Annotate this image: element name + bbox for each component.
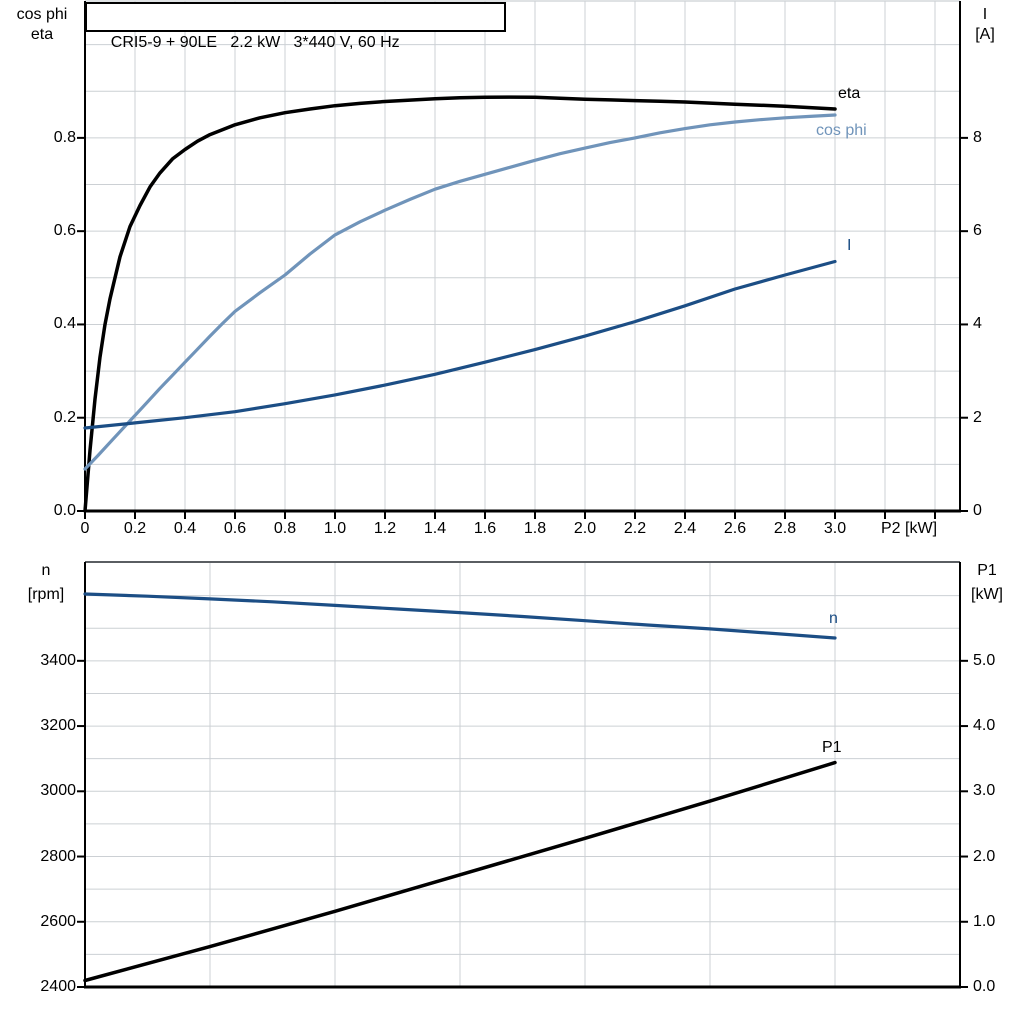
tick-label: 3000 [40,782,76,800]
tick-label: 1.0 [973,912,996,930]
tick-label: 2600 [40,912,76,930]
bottom-left-axis-name-line2: [rpm] [27,586,65,603]
bottom-right-axis-name-line1: P1 [977,562,997,579]
tick-label: 2.0 [573,520,597,537]
tick-label: 2 [973,408,982,426]
tick-label: 1.8 [523,520,547,537]
chart-title-box: CRI5-9 + 90LE 2.2 kW 3*440 V, 60 Hz [85,2,506,51]
tick-label: 2400 [40,978,76,995]
tick-label: 8 [973,128,982,146]
tick-label: 0.6 [223,520,247,537]
tick-label: 0.0 [53,502,76,519]
tick-label: 0.4 [53,315,76,333]
series-curve-eta [83,95,837,513]
tick-label: 1.6 [473,520,497,537]
curve-label-input-power: P1 [822,739,842,756]
tick-label: 0.8 [273,520,297,537]
tick-label: 3.0 [823,520,847,537]
series-curve-I [83,259,837,430]
tick-label: 2800 [40,847,76,865]
tick-label: 0 [80,520,90,537]
tick-label: 0 [973,502,982,519]
curve-label-speed: n [829,610,838,627]
tick-label: 0.2 [53,408,76,426]
chart-title: CRI5-9 + 90LE 2.2 kW 3*440 V, 60 Hz [110,34,400,51]
curve-label-cos-phi: cos phi [816,122,867,139]
tick-label: 1.4 [423,520,447,537]
top-right-axis-name-line2: [A] [975,26,995,43]
curve-label-eta: eta [838,85,861,102]
tick-label: 1.0 [323,520,347,537]
tick-label: 4 [973,315,982,333]
tick-label: 0.6 [53,222,76,240]
tick-label: 0.4 [173,520,197,537]
tick-label: 0.0 [973,978,996,995]
bottom-right-axis-name-line2: [kW] [971,586,1003,603]
tick-label: 5.0 [973,651,996,669]
tick-label: 2.0 [973,847,996,865]
tick-label: 2.2 [623,520,647,537]
curve-label-current: I [847,237,852,254]
tick-label: 2.6 [723,520,747,537]
tick-label: 4.0 [973,717,996,735]
tick-label: 1.2 [373,520,397,537]
tick-label: 0.2 [123,520,147,537]
series-curve-cos_phi [83,113,837,471]
x-axis-title: P2 [kW] [881,520,938,537]
top-left-axis-name-line1: cos phi [16,6,68,23]
tick-label: 2.8 [773,520,797,537]
tick-label: 3.0 [973,782,996,800]
tick-label: 6 [973,222,982,240]
tick-label: 3400 [40,651,76,669]
top-left-axis-name-line2: eta [30,26,54,43]
top-right-axis-name-line1: I [982,6,988,23]
tick-label: 0.8 [53,128,76,146]
bottom-left-axis-name-line1: n [41,562,51,579]
series-curve-P1 [83,760,837,983]
tick-label: 3200 [40,717,76,735]
series-curve-n [83,592,837,640]
tick-label: 2.4 [673,520,697,537]
